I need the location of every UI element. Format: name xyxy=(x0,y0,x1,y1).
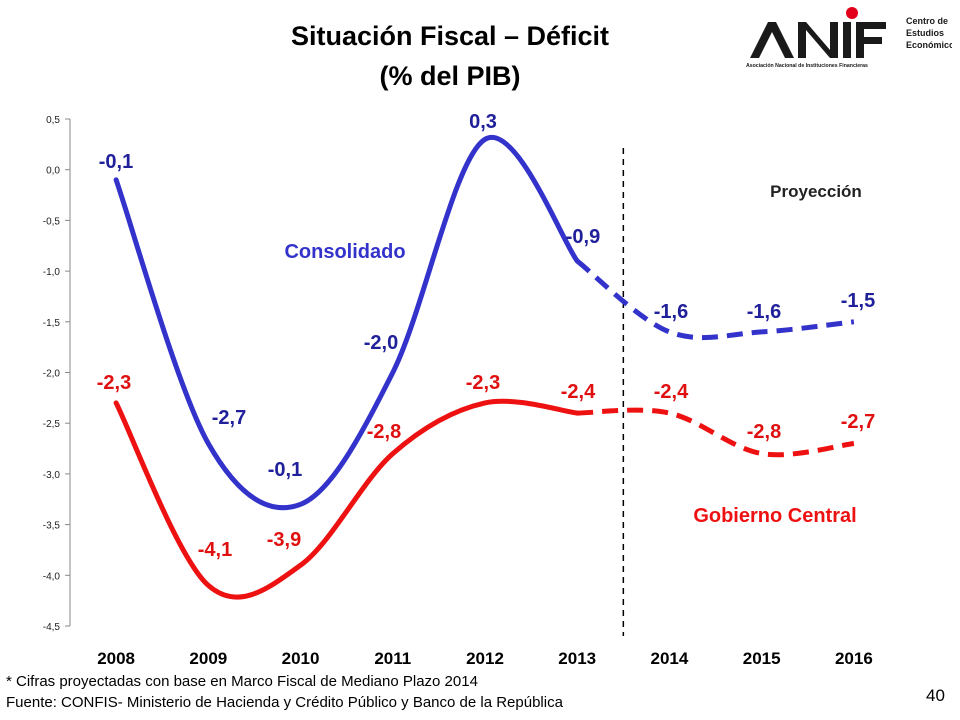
x-tick-label: 2016 xyxy=(835,649,873,668)
x-tick-label: 2011 xyxy=(374,649,411,668)
data-label: 0,3 xyxy=(469,111,497,133)
x-tick-label: 2009 xyxy=(189,649,227,668)
data-label: -1,5 xyxy=(841,290,875,312)
y-tick-label: 0,5 xyxy=(46,115,60,126)
y-tick-label: -1,0 xyxy=(43,267,61,278)
y-tick-label: -3,5 xyxy=(43,521,61,532)
data-label: -1,6 xyxy=(654,301,688,323)
data-label: -2,3 xyxy=(97,372,131,394)
y-tick-label: -1,5 xyxy=(43,318,61,329)
data-label: -2,7 xyxy=(212,407,246,429)
anif-logo: Asociación Nacional de Instituciones Fin… xyxy=(746,7,952,69)
x-tick-label: 2014 xyxy=(651,649,689,668)
y-tick-label: -2,5 xyxy=(43,419,61,430)
series-line-1 xyxy=(113,398,580,600)
data-label: -0,1 xyxy=(99,151,133,173)
series-projection-line-0 xyxy=(575,259,855,341)
projection-label: Proyección xyxy=(770,182,862,201)
chart-subtitle: (% del PIB) xyxy=(379,61,521,91)
data-label: -0,1 xyxy=(268,459,302,481)
data-label: -4,1 xyxy=(198,539,232,561)
data-label: -2,7 xyxy=(841,411,875,433)
logo-wordmark xyxy=(750,22,886,58)
data-label: -2,3 xyxy=(466,372,500,394)
data-label: -1,6 xyxy=(747,301,781,323)
y-tick-label: -0,5 xyxy=(43,216,61,227)
x-tick-label: 2008 xyxy=(97,649,135,668)
chart-title: Situación Fiscal – Déficit xyxy=(290,21,610,51)
source-note: Fuente: CONFIS- Ministerio de Hacienda y… xyxy=(6,694,563,711)
chart-data-labels: -0,1 -2,7 -0,1 -2,0 0,3 -0,9 -1,6 -1,6 -1,5 -2,3 -… xyxy=(97,111,875,561)
series-label-gobierno-central: Gobierno Central xyxy=(693,505,856,527)
data-label: -2,0 xyxy=(364,332,398,354)
page-number: 40 xyxy=(926,686,945,705)
x-tick-label: 2012 xyxy=(466,649,504,668)
data-label: -2,8 xyxy=(367,421,401,443)
data-label: -3,9 xyxy=(267,529,301,551)
x-tick-label: 2010 xyxy=(282,649,320,668)
logo-red-dot xyxy=(846,7,858,19)
data-label: -2,8 xyxy=(747,421,781,443)
y-tick-label: 0,0 xyxy=(46,166,60,177)
y-tick-label: -4,5 xyxy=(43,622,61,633)
y-tick-label: -2,0 xyxy=(43,369,61,380)
series-line-0 xyxy=(113,134,580,511)
y-tick-label: -4,0 xyxy=(43,571,61,582)
chart-lines xyxy=(113,134,855,600)
x-tick-label: 2013 xyxy=(558,649,596,668)
logo-side-text-3: Económicos xyxy=(906,40,952,50)
data-label: -2,4 xyxy=(654,381,689,403)
x-tick-label: 2015 xyxy=(743,649,781,668)
logo-subtitle: Asociación Nacional de Instituciones Fin… xyxy=(746,63,868,69)
y-tick-label: -3,0 xyxy=(43,470,61,481)
series-projection-line-1 xyxy=(577,407,855,458)
projection-footnote: * Cifras proyectadas con base en Marco F… xyxy=(6,673,478,690)
data-label: -2,4 xyxy=(561,381,596,403)
logo-side-text-2: Estudios xyxy=(906,28,944,38)
series-label-consolidado: Consolidado xyxy=(284,241,405,263)
data-label: -0,9 xyxy=(566,226,600,248)
chart-axes: 0,5 0,0 -0,5 -1,0 -1,5 -2,0 -2,5 -3,0 -3,5 -4,0 -4… xyxy=(43,115,873,668)
logo-side-text-1: Centro de xyxy=(906,16,948,26)
